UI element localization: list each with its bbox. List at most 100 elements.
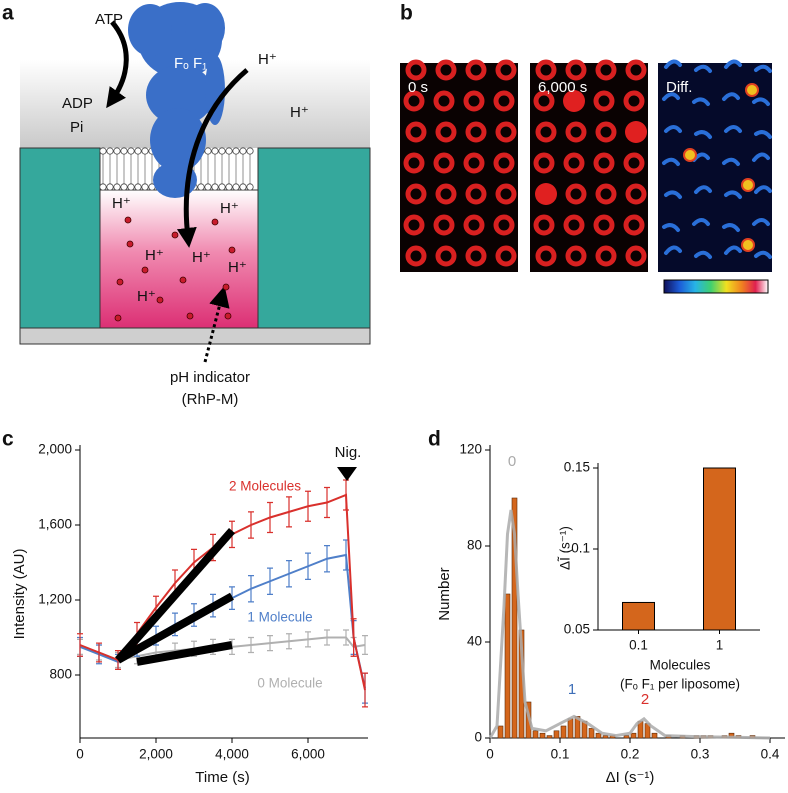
y-tick-label: 0.05: [564, 622, 590, 637]
well-ring: [535, 183, 557, 205]
hot-spot: [745, 83, 759, 97]
hot-spot: [683, 148, 697, 162]
well-ring: [403, 214, 425, 236]
series-label: 1 Molecule: [247, 610, 312, 625]
diff-speckle: [664, 190, 682, 199]
chamber-wall: [19, 147, 101, 329]
lipid-head: [127, 183, 135, 191]
histogram-bar: [651, 732, 658, 739]
panel-label: b: [400, 2, 413, 25]
lipid-head: [120, 183, 128, 191]
diff-speckle: [692, 218, 710, 226]
well-ring: [623, 90, 645, 112]
x-axis-label: Time (s): [195, 769, 249, 786]
x-tick-label: 0.1: [629, 638, 648, 653]
image-label: 6,000 s: [538, 79, 587, 96]
lipid-head: [120, 147, 128, 155]
bar: [703, 467, 736, 631]
well-ring: [435, 121, 457, 143]
well-ring: [493, 152, 515, 174]
image-label: 0 s: [408, 79, 428, 96]
panel-b: 0 s 6,000 s Diff.: [400, 59, 772, 272]
diff-speckle: [664, 245, 682, 255]
x-tick-label: 1: [716, 638, 724, 653]
well-ring: [593, 214, 615, 236]
x-tick-label: 4,000: [215, 747, 249, 762]
label: H⁺: [137, 288, 156, 305]
lipid-head: [225, 183, 233, 191]
wells: [533, 59, 647, 267]
diff-speckle: [694, 185, 712, 194]
lipid-head: [239, 147, 247, 155]
well-ring: [563, 152, 585, 174]
label: Pi: [70, 119, 83, 136]
y-axis-label: Number: [436, 567, 453, 620]
image-label: Diff.: [666, 79, 692, 96]
well-ring: [463, 152, 485, 174]
label: (RhP-M): [182, 391, 239, 408]
histogram-bar: [560, 725, 567, 739]
lipid-head: [239, 183, 247, 191]
lipid-head: [113, 147, 121, 155]
label: H⁺: [112, 195, 131, 212]
x-tick-label: 0.2: [621, 747, 640, 762]
y-axis-label: Intensity (AU): [11, 549, 28, 640]
panel-label: d: [428, 428, 441, 451]
diff-speckle: [722, 92, 740, 101]
diff-speckle: [724, 245, 742, 255]
hot-spot: [741, 238, 755, 252]
well-ring: [565, 183, 587, 205]
histogram-bar: [574, 716, 581, 739]
fit-line: [116, 592, 234, 664]
chamber-wall: [257, 147, 371, 329]
panel-label: c: [2, 428, 14, 451]
well-ring: [623, 214, 645, 236]
x-tick-label: 0: [76, 747, 84, 762]
lipid-head: [134, 147, 142, 155]
label: Fₒ F₁: [174, 55, 207, 72]
x-tick-label: 6,000: [291, 747, 325, 762]
well-ring: [625, 245, 647, 267]
diff-speckle: [662, 157, 680, 166]
lipid-head: [197, 183, 205, 191]
histogram-bar: [546, 735, 553, 739]
histogram-bar: [539, 732, 546, 739]
lipid-head: [211, 183, 219, 191]
histogram-bar: [553, 730, 560, 739]
label: H⁺: [258, 51, 277, 68]
well-ring: [495, 245, 517, 267]
well-ring: [495, 59, 517, 81]
x-tick-label: 0.3: [691, 747, 710, 762]
diff-speckle: [754, 250, 772, 259]
lipid-head: [106, 147, 114, 155]
diff-speckle: [752, 97, 770, 106]
histogram-bar: [602, 735, 609, 739]
well-ring: [535, 59, 557, 81]
lipid-head: [232, 147, 240, 155]
lipid-head: [246, 147, 254, 155]
diff-speckle: [724, 190, 742, 199]
lipid-head: [204, 147, 212, 155]
well-ring: [595, 121, 617, 143]
lipid-head: [106, 183, 114, 191]
well-ring: [433, 214, 455, 236]
peak-label: 2: [641, 691, 649, 708]
lipid-head: [99, 183, 107, 191]
diff-speckle: [752, 152, 770, 162]
diff-speckle: [754, 64, 772, 73]
arrow: [203, 285, 230, 363]
lipid-head: [127, 147, 135, 155]
well-ring: [433, 90, 455, 112]
lipid-head: [211, 147, 219, 155]
y-tick-label: 1,600: [38, 517, 72, 532]
y-tick-label: 800: [49, 667, 72, 682]
y-tick-label: 120: [459, 442, 482, 457]
x-tick-label: 0: [486, 747, 494, 762]
diff-speckle: [664, 125, 682, 133]
well-ring: [625, 59, 647, 81]
well-ring: [405, 59, 427, 81]
lipid-head: [218, 183, 226, 191]
histogram-bar: [588, 728, 595, 739]
panel-c: 800 1,200 1,600 2,000 0 2,000 4,000 6,000 Time (…: [11, 442, 368, 786]
histogram-bar: [532, 730, 539, 739]
